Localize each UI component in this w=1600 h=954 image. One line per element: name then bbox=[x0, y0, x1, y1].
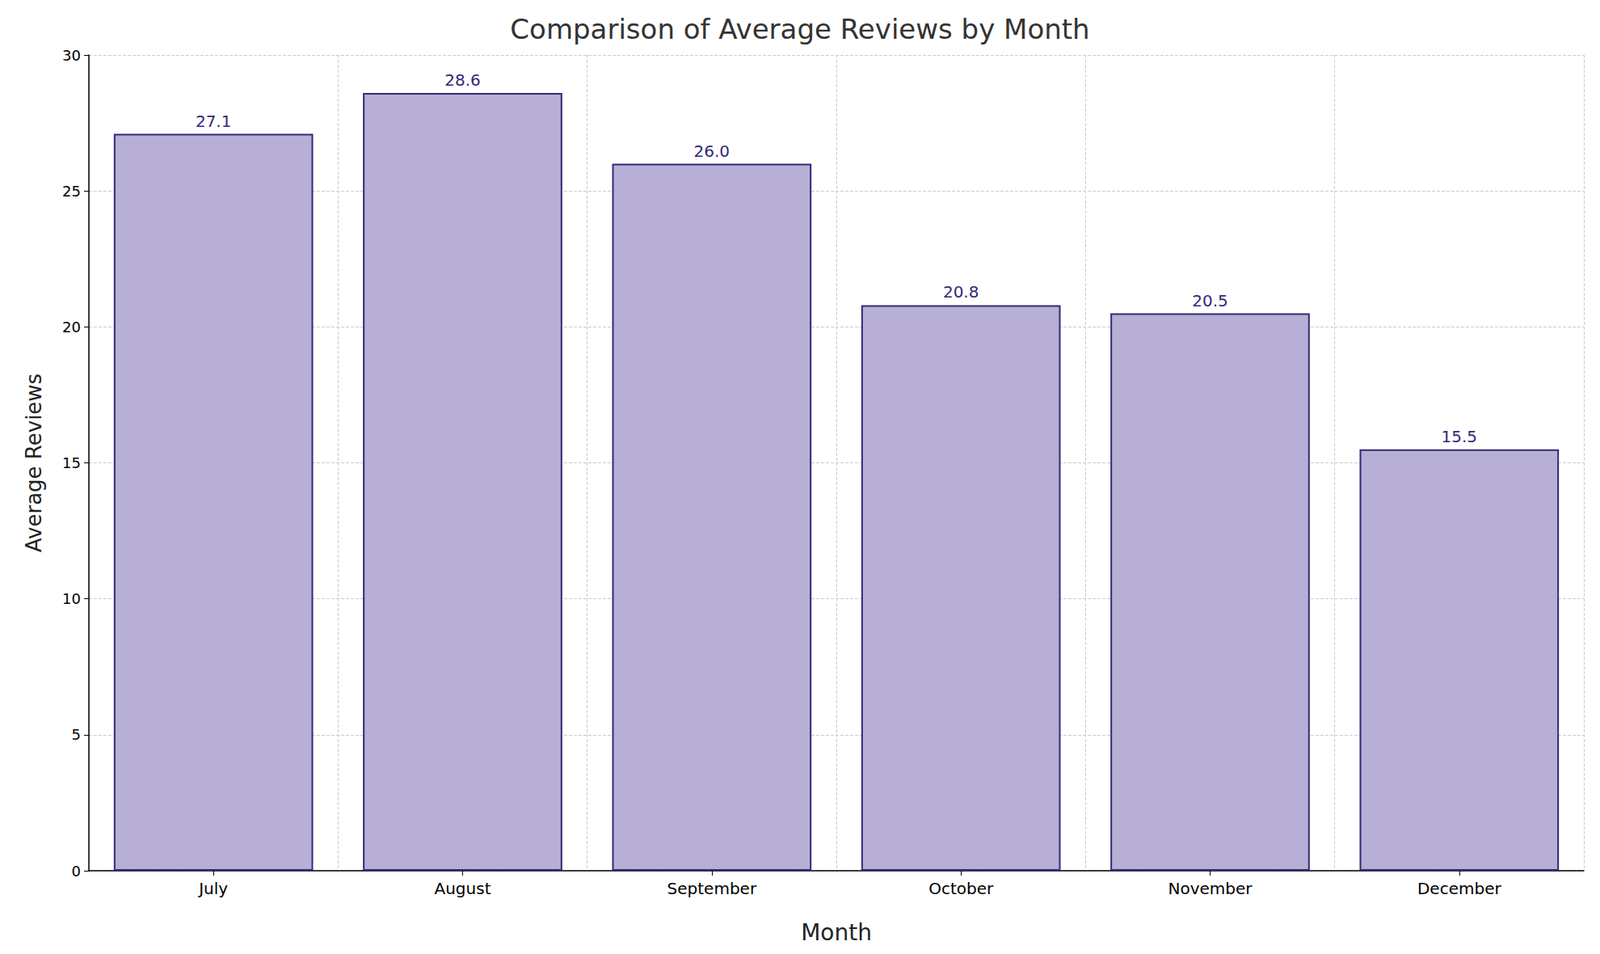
svg-text:Average Reviews: Average Reviews bbox=[21, 373, 47, 552]
svg-text:30: 30 bbox=[62, 46, 81, 64]
svg-text:26.0: 26.0 bbox=[694, 141, 731, 161]
svg-text:October: October bbox=[928, 878, 994, 898]
svg-text:20.5: 20.5 bbox=[1191, 290, 1229, 311]
svg-text:Month: Month bbox=[800, 918, 872, 946]
svg-text:20.8: 20.8 bbox=[943, 282, 980, 302]
svg-text:27.1: 27.1 bbox=[195, 111, 232, 131]
svg-text:15.5: 15.5 bbox=[1441, 426, 1478, 447]
svg-text:10: 10 bbox=[62, 589, 81, 607]
svg-text:28.6: 28.6 bbox=[444, 70, 481, 90]
svg-text:July: July bbox=[197, 878, 228, 898]
svg-text:August: August bbox=[434, 878, 492, 898]
svg-text:5: 5 bbox=[71, 725, 81, 743]
svg-text:December: December bbox=[1417, 878, 1502, 898]
svg-text:25: 25 bbox=[62, 182, 81, 200]
svg-text:Comparison of Average Reviews: Comparison of Average Reviews by Month bbox=[509, 12, 1090, 46]
svg-text:20: 20 bbox=[62, 318, 81, 336]
svg-text:15: 15 bbox=[62, 454, 81, 472]
svg-text:0: 0 bbox=[71, 862, 81, 880]
svg-text:September: September bbox=[667, 878, 758, 898]
svg-text:November: November bbox=[1167, 878, 1253, 898]
